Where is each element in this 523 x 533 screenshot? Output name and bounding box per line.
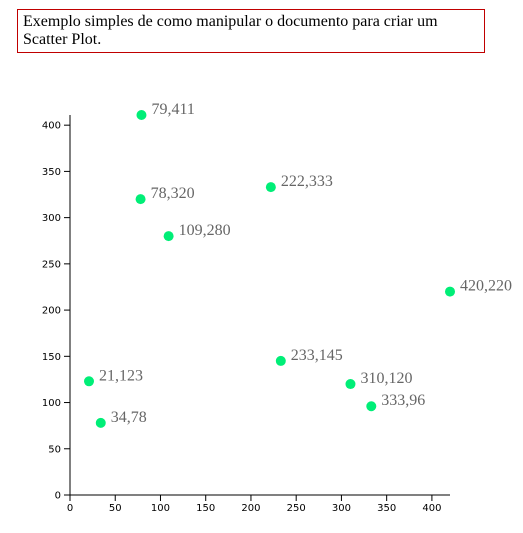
y-tick-label: 300 (42, 213, 61, 224)
data-point (345, 379, 356, 390)
data-point-label: 78,320 (151, 185, 195, 202)
data-point-label: 233,145 (291, 347, 343, 364)
data-point (275, 355, 286, 366)
data-point-label: 310,120 (360, 370, 412, 387)
data-point (135, 194, 146, 205)
data-point (95, 417, 106, 428)
x-tick-label: 100 (151, 503, 170, 514)
x-tick-label: 350 (377, 503, 396, 514)
data-point-label: 420,220 (460, 278, 512, 295)
x-tick-label: 200 (241, 503, 260, 514)
x-tick-label: 250 (287, 503, 306, 514)
data-point (163, 231, 174, 242)
data-point-label: 21,123 (99, 367, 143, 384)
x-tick-label: 150 (196, 503, 215, 514)
data-point (265, 182, 276, 193)
data-points: 79,411 78,320 109,280 222,333 420,220 233,145… (84, 101, 512, 428)
data-point (84, 376, 94, 387)
data-point-label: 34,78 (111, 409, 147, 426)
data-point-label: 79,411 (151, 101, 194, 118)
x-tick-label: 300 (332, 503, 351, 514)
axes: 0 50 100 150 200 250 300 350 400 0 50 100 150 200 250… (42, 115, 450, 514)
data-point-label: 333,96 (381, 392, 425, 409)
x-tick-label: 50 (109, 503, 122, 514)
y-tick-label: 350 (42, 167, 61, 178)
y-tick-label: 100 (42, 398, 61, 409)
y-tick-label: 200 (42, 306, 61, 317)
y-tick-label: 150 (42, 352, 61, 363)
y-tick-label: 50 (48, 444, 61, 455)
data-point-label: 222,333 (281, 173, 333, 190)
data-point (136, 110, 147, 120)
y-tick-label: 250 (42, 259, 61, 270)
data-point (445, 286, 455, 297)
x-tick-label: 400 (422, 503, 441, 514)
y-tick-label: 0 (55, 491, 61, 502)
data-point-label: 109,280 (179, 222, 231, 239)
data-point (366, 401, 377, 412)
y-axis-ticks: 0 50 100 150 200 250 300 350 400 (42, 121, 70, 502)
chart-caption: Exemplo simples de como manipular o docu… (17, 9, 485, 53)
x-axis-ticks: 0 50 100 150 200 250 300 350 400 (67, 495, 441, 514)
y-tick-label: 400 (42, 121, 61, 132)
x-tick-label: 0 (67, 503, 73, 514)
